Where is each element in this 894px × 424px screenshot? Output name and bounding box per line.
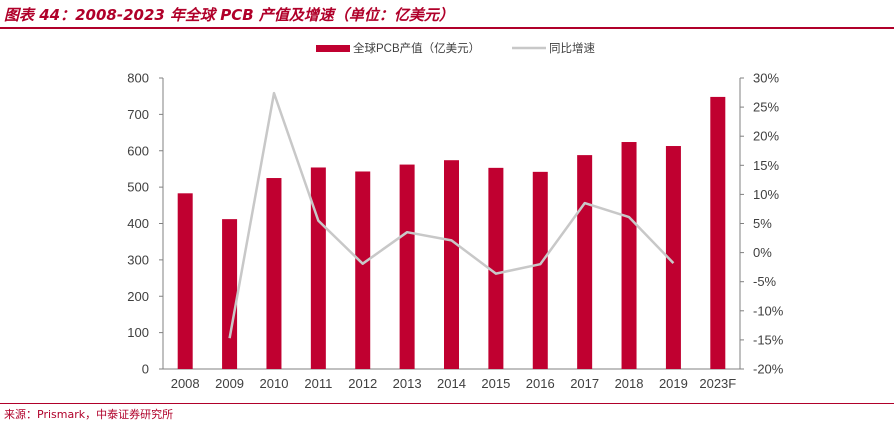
- bar: [177, 193, 193, 369]
- right-axis-tick-label: 10%: [753, 187, 779, 202]
- bar: [621, 142, 637, 369]
- x-axis-tick-label: 2017: [570, 376, 599, 391]
- right-axis-tick-label: 0%: [753, 245, 772, 260]
- x-axis-tick-label: 2014: [437, 376, 466, 391]
- bar: [444, 160, 459, 369]
- chart-title: 图表 44：2008-2023 年全球 PCB 产值及增速（单位：亿美元）: [4, 6, 454, 24]
- title-bar: 图表 44：2008-2023 年全球 PCB 产值及增速（单位：亿美元）: [0, 0, 894, 29]
- left-axis-tick-label: 400: [127, 216, 149, 231]
- x-axis-tick-label: 2008: [171, 376, 200, 391]
- bar: [577, 155, 593, 369]
- legend-label-line: 同比增速: [549, 41, 595, 55]
- bar: [355, 171, 371, 369]
- x-axis-tick-label: 2023F: [699, 376, 736, 391]
- bar-series: [177, 96, 726, 369]
- axes: 0 100 200 300 400 500 600 700 800 -20% -15% -10% -5%…: [127, 71, 783, 392]
- growth-line: [228, 91, 675, 339]
- right-axis-tick-label: -5%: [753, 274, 777, 289]
- right-axis-tick-label: 15%: [753, 158, 779, 173]
- x-axis-tick-label: 2011: [304, 376, 332, 391]
- source-note: 来源：Prismark，中泰证券研究所: [4, 408, 174, 421]
- legend-label-bar: 全球PCB产值（亿美元）: [353, 41, 480, 55]
- legend: 全球PCB产值（亿美元） 同比增速: [316, 41, 595, 55]
- right-axis-tick-label: -10%: [753, 303, 784, 318]
- legend-swatch-bar: [316, 45, 350, 52]
- bar: [310, 167, 326, 369]
- bar: [710, 96, 726, 369]
- x-axis-tick-label: 2016: [526, 376, 555, 391]
- x-axis-tick-label: 2018: [615, 376, 644, 391]
- bar: [222, 219, 238, 369]
- right-axis-tick-label: 30%: [753, 71, 779, 86]
- title-rule: [0, 27, 894, 29]
- bar: [399, 164, 415, 369]
- x-axis-tick-label: 2019: [659, 376, 688, 391]
- x-axis-tick-label: 2009: [215, 376, 244, 391]
- x-axis-tick-label: 2013: [393, 376, 422, 391]
- right-axis-tick-label: 25%: [753, 100, 779, 115]
- left-axis-tick-label: 0: [142, 362, 149, 377]
- bar: [266, 178, 282, 369]
- left-axis-tick-label: 700: [127, 107, 149, 122]
- left-axis-tick-label: 200: [127, 289, 149, 304]
- x-axis-tick-label: 2010: [260, 376, 289, 391]
- right-axis-tick-label: 5%: [753, 216, 772, 231]
- line-series: [228, 91, 675, 339]
- left-axis-tick-label: 500: [127, 180, 149, 195]
- left-axis-tick-label: 300: [127, 252, 149, 267]
- left-axis-tick-label: 100: [127, 325, 149, 340]
- right-axis-tick-label: -20%: [753, 362, 784, 377]
- source-rule: [0, 403, 894, 404]
- bar: [665, 146, 681, 369]
- left-axis-tick-label: 600: [127, 143, 149, 158]
- right-axis-tick-label: -15%: [753, 332, 784, 347]
- combo-chart: 全球PCB产值（亿美元） 同比增速 0 100 200 300 400 500 600 700 8…: [127, 41, 783, 392]
- bar: [532, 171, 548, 369]
- x-axis-tick-label: 2012: [348, 376, 377, 391]
- x-axis-tick-label: 2015: [481, 376, 510, 391]
- right-axis-tick-label: 20%: [753, 129, 779, 144]
- bar: [488, 167, 504, 369]
- left-axis-tick-label: 800: [127, 71, 149, 86]
